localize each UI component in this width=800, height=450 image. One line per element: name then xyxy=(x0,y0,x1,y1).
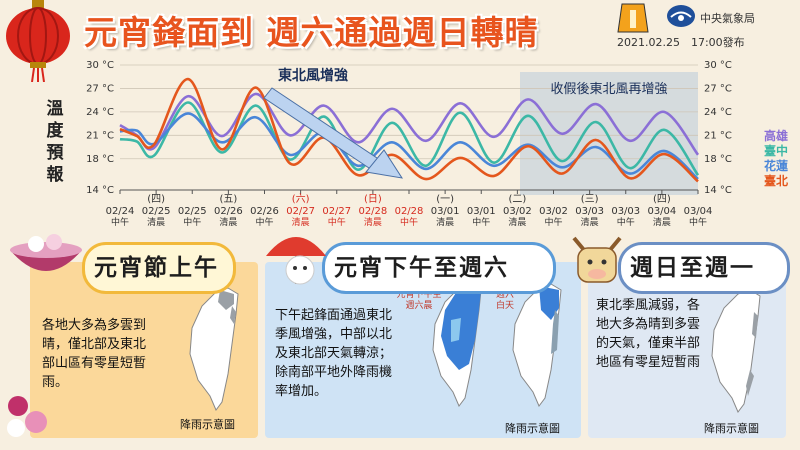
x-tick-date: 03/01 xyxy=(431,206,460,217)
panel-right-title-bubble xyxy=(618,242,790,294)
x-tick-period: 中午 xyxy=(111,216,129,228)
rain-map-left xyxy=(189,287,239,411)
y-tick-label-right: 18 °C xyxy=(704,154,732,165)
map2-label: 週六白天 xyxy=(495,290,514,311)
arrow-annotation: 東北風增強 xyxy=(278,67,348,84)
x-tick-date: 02/28 xyxy=(358,206,387,217)
legend-item: 臺中 xyxy=(764,143,788,158)
y-tick-label-left: 18 °C xyxy=(86,154,114,165)
x-tick-period: 中午 xyxy=(689,216,707,228)
x-tick-period: 清晨 xyxy=(364,216,382,228)
legend-item: 高雄 xyxy=(764,128,788,143)
tangyuan-decoration xyxy=(7,396,47,437)
x-tick-period: 中午 xyxy=(183,216,201,228)
x-tick-weekday: (一) xyxy=(436,194,454,205)
y-tick-label-right: 30 °C xyxy=(704,60,732,71)
page-title: 元宵鋒面到 週六通過週日轉晴 xyxy=(84,13,539,52)
y-tick-label-left: 30 °C xyxy=(86,60,114,71)
agency-name: 中央氣象局 xyxy=(700,12,755,25)
y-tick-label-right: 14 °C xyxy=(704,185,732,196)
panel-middle-title-bubble xyxy=(322,242,556,294)
y-tick-label-right: 24 °C xyxy=(704,107,732,118)
rain-map-middle-1 xyxy=(432,283,482,407)
rain-map-middle-2 xyxy=(512,283,562,407)
x-tick-date: 03/01 xyxy=(467,206,496,217)
y-tick-label-left: 21 °C xyxy=(86,130,114,141)
x-tick-date: 02/26 xyxy=(214,206,243,217)
x-tick-weekday: (四) xyxy=(653,194,671,205)
y-axis-label: 溫度預報 xyxy=(46,99,64,185)
sky-lantern-decoration xyxy=(617,3,649,33)
x-tick-date: 03/04 xyxy=(684,206,713,217)
x-tick-date: 03/02 xyxy=(503,206,532,217)
panel-middle-caption: 降雨示意圖 xyxy=(505,422,560,435)
x-tick-period: 中午 xyxy=(328,216,346,228)
rain-map-right xyxy=(711,289,761,413)
x-tick-date: 02/25 xyxy=(178,206,207,217)
panel-left-caption: 降雨示意圖 xyxy=(180,418,235,431)
x-tick-period: 清晨 xyxy=(581,216,599,228)
lantern-decoration xyxy=(6,0,70,82)
chart-lines xyxy=(119,77,700,183)
x-tick-period: 中午 xyxy=(617,216,635,228)
x-tick-period: 清晨 xyxy=(292,216,310,228)
x-tick-date: 03/02 xyxy=(539,206,568,217)
x-tick-date: 03/03 xyxy=(611,206,640,217)
panel-left-title: 元宵節上午 xyxy=(94,255,219,281)
chart-highlight-box xyxy=(520,72,698,195)
x-tick-period: 清晨 xyxy=(508,216,526,228)
x-tick-weekday: (六) xyxy=(292,193,310,205)
y-tick-label-right: 27 °C xyxy=(704,83,732,94)
x-tick-date: 02/27 xyxy=(286,206,315,217)
panel-right-title: 週日至週一 xyxy=(630,255,755,281)
panel-right-caption: 降雨示意圖 xyxy=(704,422,759,435)
panel-right: 東北季風減弱，各地大多為晴到多雲的天氣，僅東半部地區有零星短暫雨 降雨示意圖 xyxy=(588,262,786,438)
x-tick-period: 中午 xyxy=(400,216,418,228)
panel-middle-title: 元宵下午至週六 xyxy=(334,255,509,281)
cwb-logo-icon xyxy=(667,5,695,27)
mascot-umbrella-decoration xyxy=(266,237,326,285)
x-tick-date: 02/27 xyxy=(322,206,351,217)
x-tick-weekday: (三) xyxy=(581,194,599,205)
panel-middle-text: 下午起鋒面通過東北季風增強，中部以北及東北部天氣轉涼；除南部平地外降雨機率增加。 xyxy=(275,308,393,399)
x-tick-weekday: (二) xyxy=(508,194,526,205)
x-tick-period: 中午 xyxy=(544,216,562,228)
x-tick-date: 02/24 xyxy=(106,206,135,217)
x-tick-period: 清晨 xyxy=(653,216,671,228)
tangyuan-bowl-decoration xyxy=(10,234,82,271)
issue-time: 2021.02.25 17:00發布 xyxy=(617,36,745,49)
x-tick-weekday: (五) xyxy=(219,194,237,205)
y-tick-label-right: 21 °C xyxy=(704,130,732,141)
x-tick-date: 02/28 xyxy=(395,206,424,217)
y-tick-label-left: 14 °C xyxy=(86,185,114,196)
x-tick-date: 03/04 xyxy=(647,206,676,217)
temperature-chart: 東北風增強 收假後東北風再增強 30 °C 30 °C 27 °C 27 °C 24 °… xyxy=(86,60,788,228)
x-tick-date: 03/03 xyxy=(575,206,604,217)
x-tick-period: 中午 xyxy=(255,216,273,228)
x-tick-date: 02/26 xyxy=(250,206,279,217)
series-line-臺中 xyxy=(119,101,700,176)
panel-left-title-bubble xyxy=(82,242,236,294)
x-tick-weekday: (日) xyxy=(364,194,382,205)
x-tick-weekday: (四) xyxy=(147,194,165,205)
box-annotation: 收假後東北風再增強 xyxy=(550,81,667,97)
x-tick-date: 02/25 xyxy=(142,206,171,217)
panel-right-text: 東北季風減弱，各地大多為晴到多雲的天氣，僅東半部地區有零星短暫雨 xyxy=(596,298,701,370)
legend-item: 臺北 xyxy=(764,173,788,188)
y-tick-label-left: 27 °C xyxy=(86,83,114,94)
trend-arrow xyxy=(263,87,404,179)
x-tick-period: 中午 xyxy=(472,216,490,228)
y-tick-label-left: 24 °C xyxy=(86,107,114,118)
ox-mascot-decoration xyxy=(572,236,622,283)
series-line-高雄 xyxy=(119,92,700,156)
panel-left-text: 各地大多為多雲到晴，僅北部及東北部山區有零星短暫雨。 xyxy=(42,318,147,390)
x-tick-period: 清晨 xyxy=(219,216,237,228)
map1-label: 元宵下午至週六晨 xyxy=(396,290,442,311)
x-tick-period: 清晨 xyxy=(436,216,454,228)
legend-item: 花蓮 xyxy=(764,158,788,173)
x-tick-period: 清晨 xyxy=(147,216,165,228)
series-line-花蓮 xyxy=(119,112,699,181)
